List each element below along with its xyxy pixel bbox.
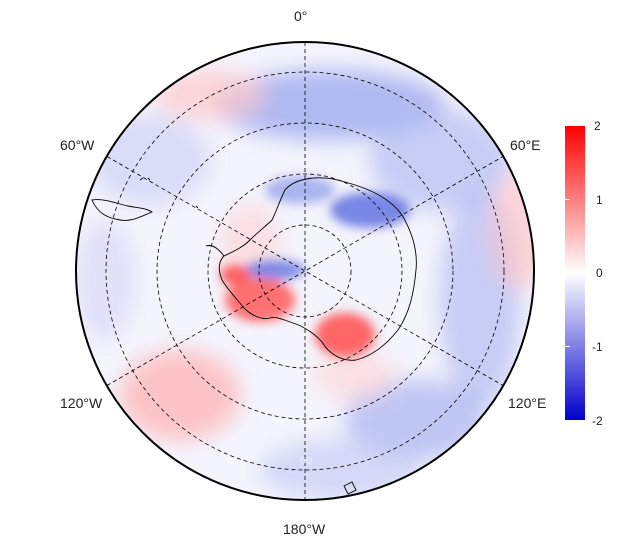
colorbar [565,126,585,420]
longitude-label-60w: 60°W [60,137,95,153]
longitude-label-120w: 120°W [60,395,103,411]
colorbar-tickmark [565,346,570,347]
longitude-label-0: 0° [294,8,308,24]
latitude-ring-label: 60 [300,455,312,467]
graticule [105,42,505,500]
map-frame [75,41,535,501]
colorbar-tick-0: 0 [596,266,603,280]
colorbar-tick-neg1: -1 [592,340,603,354]
coastline [91,177,417,495]
colorbar-tick-1: 1 [596,193,603,207]
longitude-label-180w: 180°W [283,521,326,537]
colorbar-tickmark [565,199,570,200]
colorbar-tick-2: 2 [594,119,601,133]
colorbar-tick-neg2: -2 [592,414,603,428]
anomaly-field [76,42,534,500]
colorbar-tickmark [565,273,570,274]
longitude-label-120e: 120°E [508,395,547,411]
longitude-label-60e: 60°E [510,137,541,153]
